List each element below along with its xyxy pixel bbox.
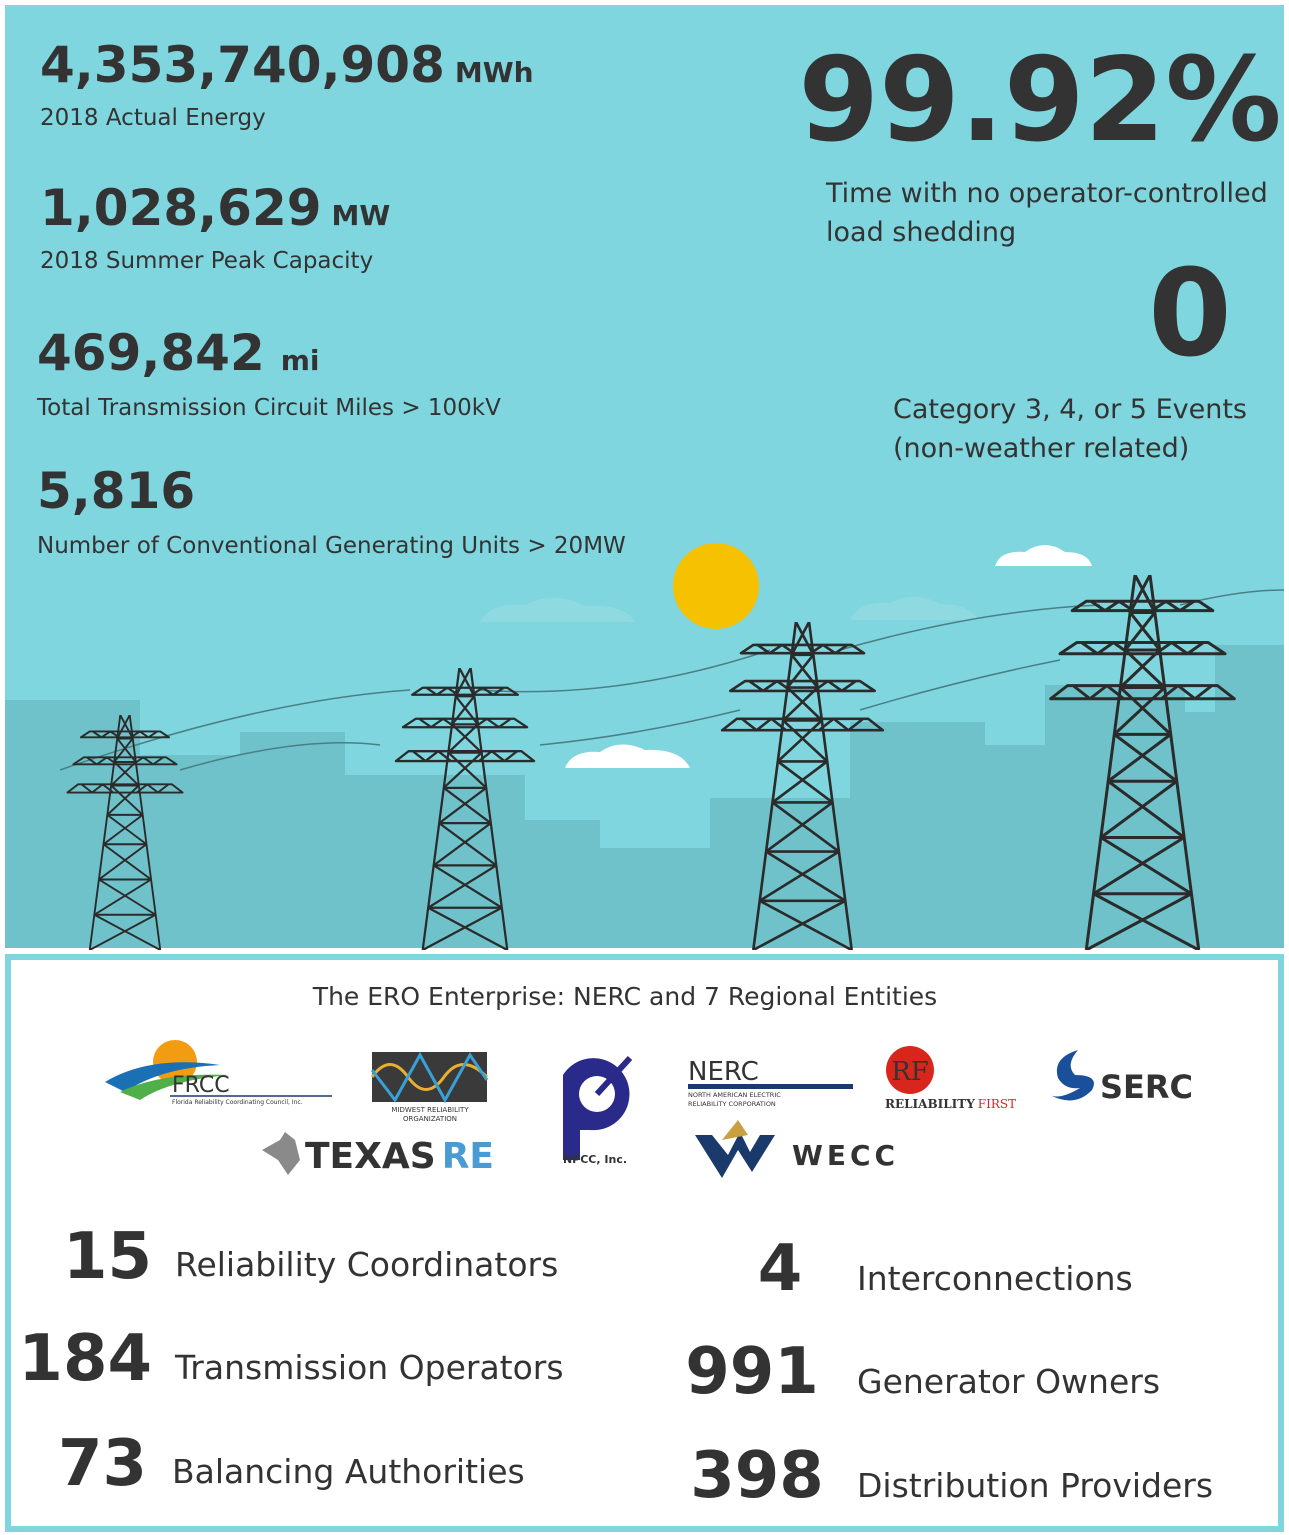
stat-value: 5,816 [37,462,195,520]
logo-mro: MIDWEST RELIABILITY ORGANIZATION [370,1051,489,1123]
clouds [565,545,1092,768]
count-value: 991 [685,1335,819,1409]
logo-text: RF [891,1057,929,1087]
ero-panel [5,954,1284,1532]
count-label: Reliability Coordinators [175,1245,558,1284]
stat-label: Number of Conventional Generating Units … [37,533,626,559]
count-label: Distribution Providers [857,1466,1213,1505]
stat-label: 2018 Actual Energy [40,105,266,131]
stat-value: 4,353,740,908 MWh [40,36,534,94]
count-label: Balancing Authorities [172,1452,525,1491]
highlight-label: (non-weather related) [893,433,1189,464]
stat-label: Total Transmission Circuit Miles > 100kV [36,395,501,421]
count-value: 184 [18,1322,152,1396]
stat-label: 2018 Summer Peak Capacity [40,248,373,274]
highlight-value: 99.92% [798,33,1281,168]
stat-unit: MW [332,199,391,232]
logo-text: ORGANIZATION [403,1115,457,1123]
highlight-label: load shedding [826,217,1016,248]
count-label: Transmission Operators [174,1348,564,1387]
stat-value: 1,028,629 MW [40,179,390,237]
logo-text: RELIABILITY [885,1097,975,1111]
stat-number: 1,028,629 [40,179,322,237]
logo-text: NORTH AMERICAN ELECTRIC [688,1091,781,1099]
count-value: 73 [58,1427,147,1501]
logo-rf: RF RELIABILITY FIRST [885,1046,1016,1111]
count-label: Interconnections [857,1259,1133,1298]
stat-unit: MWh [455,56,534,89]
stat-number: 4,353,740,908 [40,36,445,94]
logo-text: MIDWEST RELIABILITY [391,1106,469,1114]
logo-text: NPCC, Inc. [563,1153,627,1166]
faint-clouds [480,596,978,622]
logo-npcc: NPCC, Inc. [549,1050,641,1166]
logo-text: SERC [1100,1068,1193,1106]
logo-texas-re: TEXAS RE [262,1132,494,1177]
stat-value: 469,842 mi [37,324,320,382]
logo-wecc: WECC [695,1120,899,1178]
count-label: Generator Owners [857,1362,1160,1401]
highlight-value: 0 [1148,245,1232,384]
count-value: 15 [63,1220,152,1294]
logo-text: Florida Reliability Coordinating Council… [172,1099,303,1106]
stat-number: 469,842 [37,324,265,382]
ero-title: The ERO Enterprise: NERC and 7 Regional … [312,982,937,1011]
logo-text: FRCC [172,1073,230,1098]
logo-text: RE [442,1136,494,1177]
logo-text: NERC [688,1057,759,1087]
logo-nerc: NERC NORTH AMERICAN ELECTRIC RELIABILITY… [688,1057,853,1108]
top-stats: 4,353,740,908 MWh 1,028,629 MW 469,842 mi 5… [37,36,534,520]
stat-unit: mi [281,344,320,377]
logo-text: FIRST [978,1097,1016,1111]
highlight-label: Time with no operator-controlled [825,178,1268,209]
highlight-label: Category 3, 4, or 5 Events [893,394,1247,425]
stat-labels: 2018 Actual Energy 2018 Summer Peak Capa… [36,105,626,559]
logo-text: WECC [792,1139,899,1172]
logo-serc: SERC [1050,1050,1193,1106]
logo-text: RELIABILITY CORPORATION [688,1100,776,1108]
logo-text: TEXAS [305,1136,436,1177]
count-value: 398 [690,1439,824,1513]
count-value: 4 [758,1232,803,1306]
logo-frcc: FRCC Florida Reliability Coordinating Co… [105,1040,332,1106]
counts: 15 Reliability Coordinators 184 Transmis… [18,1220,1213,1513]
sun [673,543,759,629]
